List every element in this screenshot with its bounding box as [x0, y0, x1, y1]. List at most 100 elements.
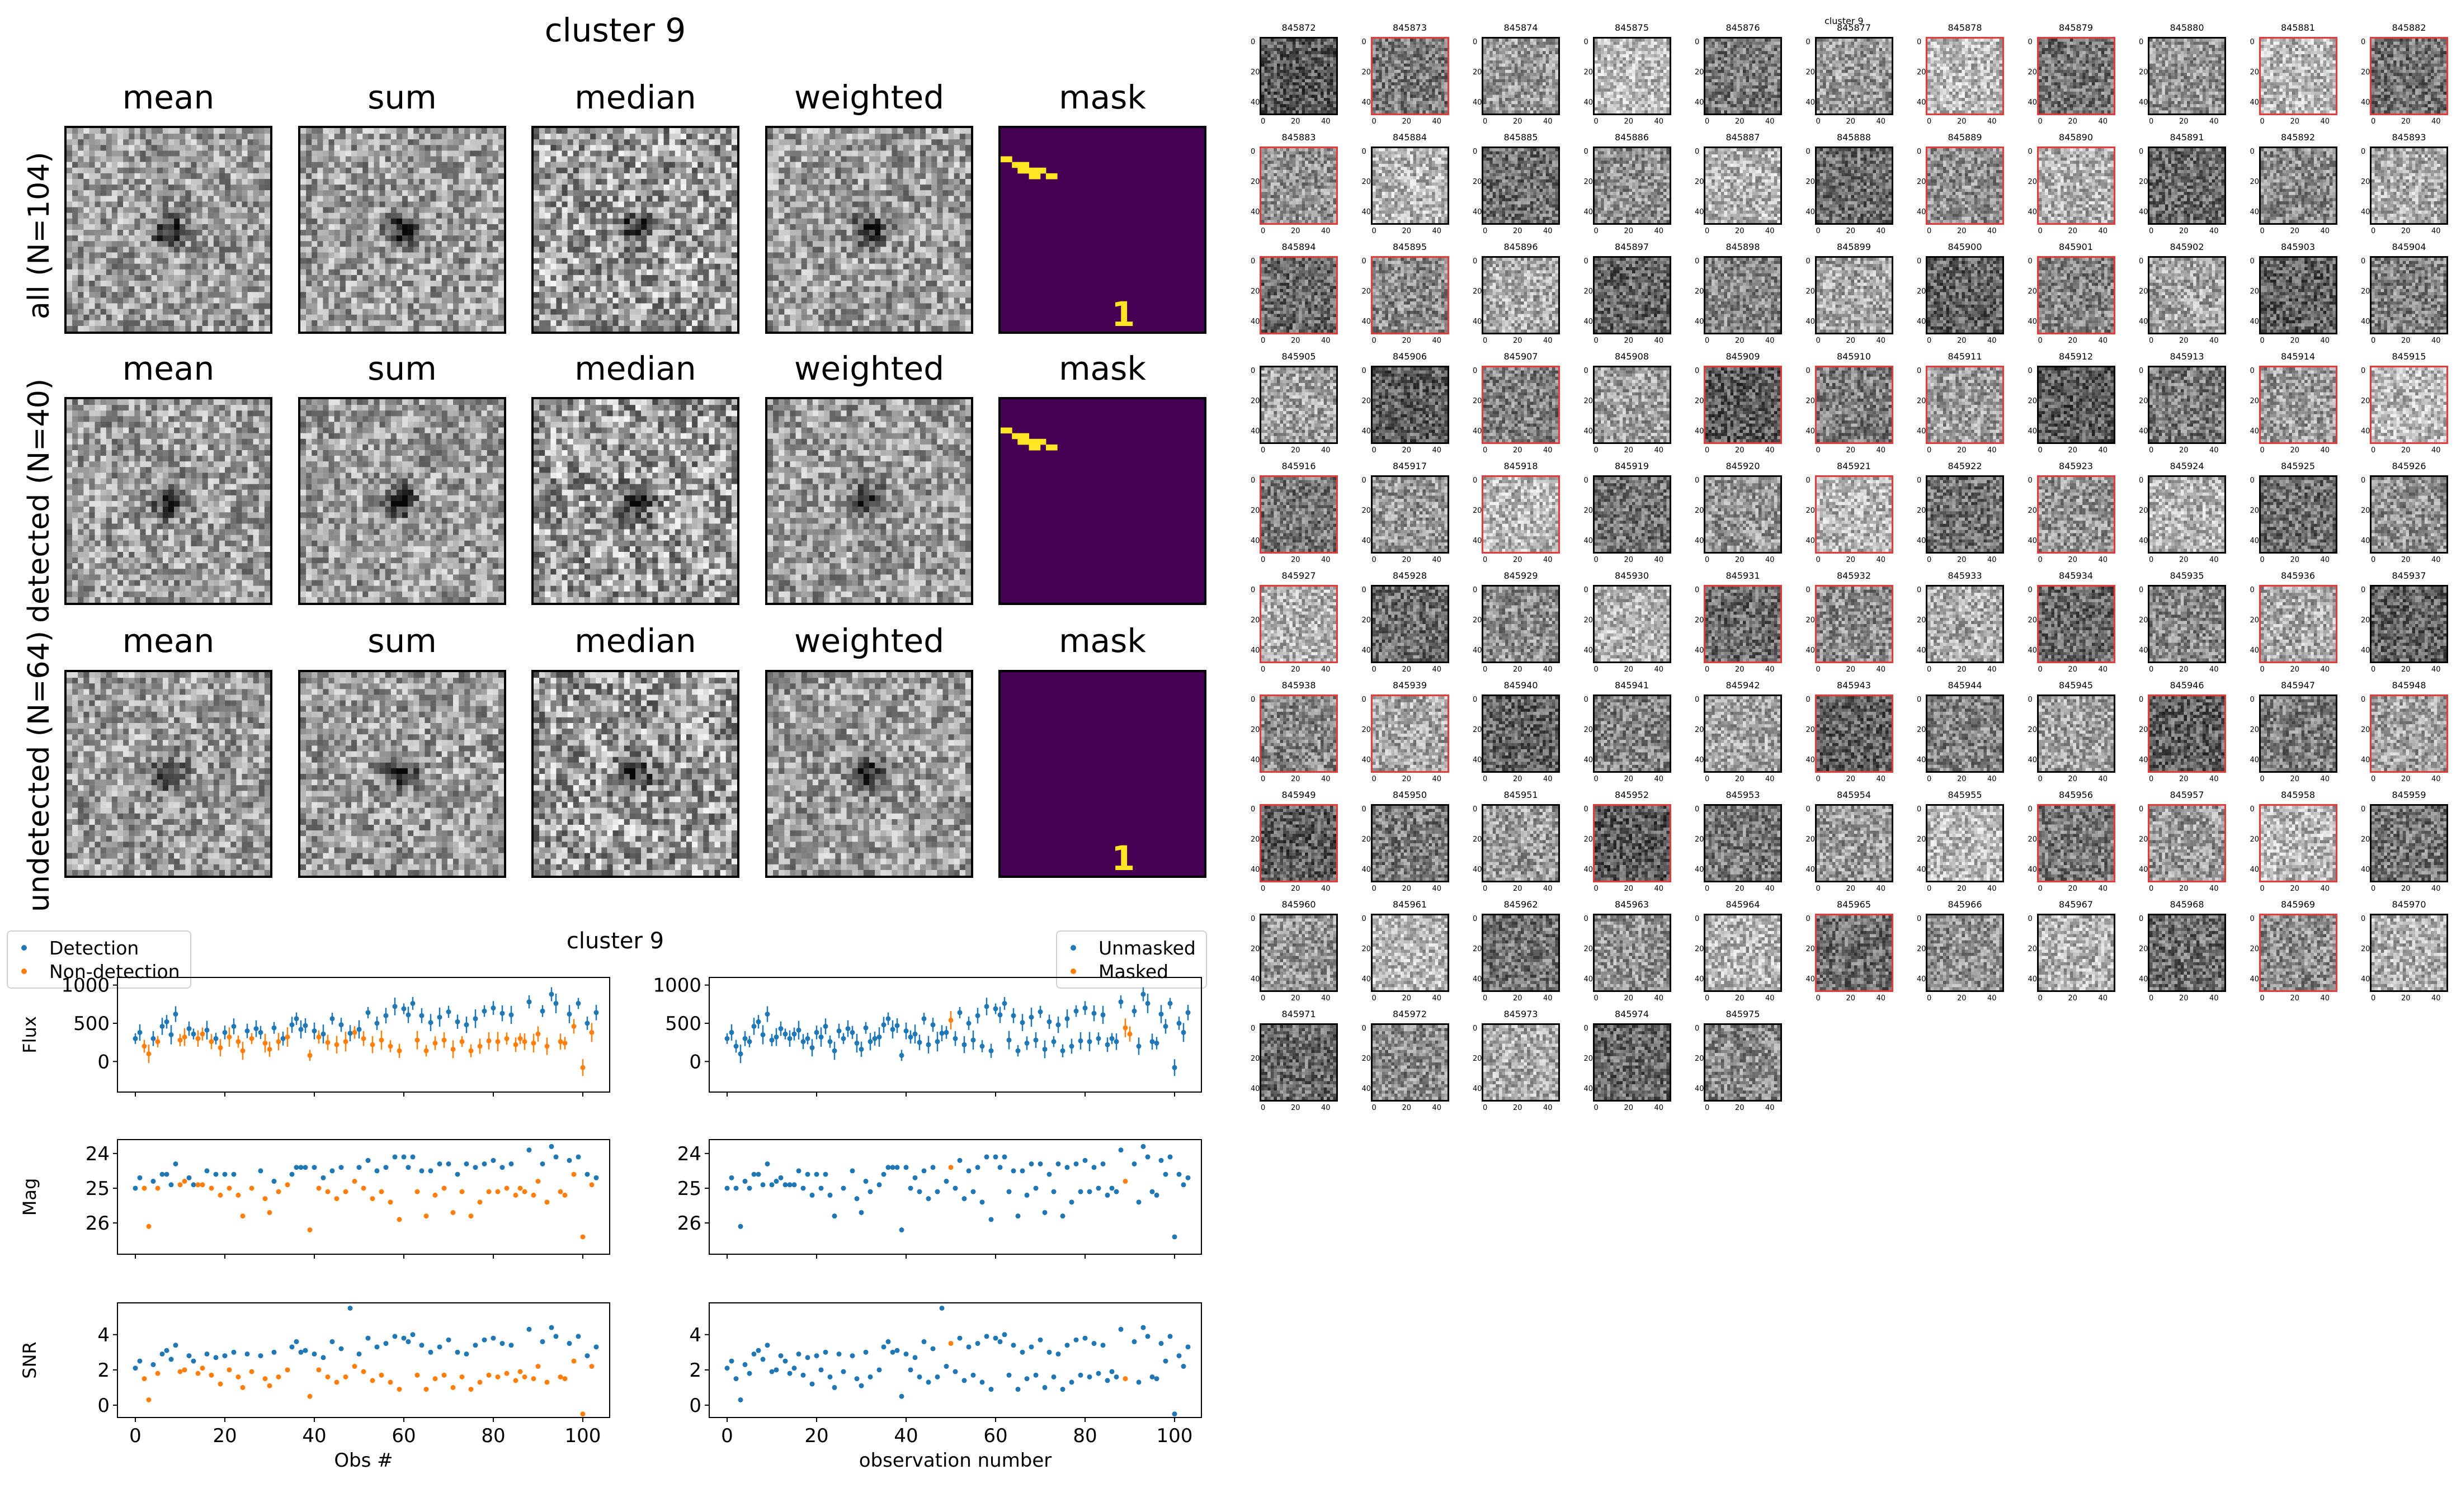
- thumbnail-y-tick: 20: [1473, 397, 1482, 405]
- thumbnail-id-label: 845944: [1926, 680, 2004, 691]
- data-point: [549, 1325, 554, 1330]
- data-point: [1087, 1189, 1092, 1194]
- thumbnail-id-label: 845932: [1815, 570, 1893, 581]
- thumbnail-x-tick: 40: [1987, 117, 1997, 126]
- thumbnail-image: [2259, 366, 2337, 444]
- data-point: [774, 1034, 779, 1040]
- data-point: [1119, 999, 1124, 1004]
- thumbnail-y-tick: 40: [1695, 1085, 1704, 1093]
- data-point: [841, 1185, 846, 1190]
- data-point: [455, 1350, 460, 1355]
- data-point: [1145, 1334, 1151, 1339]
- thumbnail-y-tick: 0: [2250, 805, 2255, 814]
- thumbnail-id-label: 845879: [2037, 22, 2115, 33]
- data-point: [877, 1034, 882, 1040]
- x-tick-label: 40: [302, 1425, 326, 1447]
- data-point: [299, 1027, 304, 1032]
- thumbnail-x-tick: 20: [1735, 556, 1745, 564]
- data-point: [326, 1374, 331, 1379]
- thumbnail-x-tick: 20: [1402, 885, 1412, 893]
- data-point: [290, 1344, 295, 1349]
- thumbnail-y-tick: 0: [2139, 586, 2143, 594]
- thumbnail-image: [2148, 37, 2226, 115]
- thumbnail-x-tick: 0: [1816, 337, 1821, 345]
- thumbnail-y-tick: 20: [2028, 616, 2038, 625]
- thumbnail-y-tick: 0: [1251, 915, 1255, 923]
- data-point: [864, 1350, 869, 1355]
- data-point: [585, 1172, 590, 1177]
- thumbnail-x-tick: 0: [2260, 117, 2265, 126]
- thumbnail-image: [1371, 37, 1449, 115]
- thumbnail-x-tick: 20: [1402, 556, 1412, 564]
- thumbnail-y-tick: 0: [2361, 586, 2365, 594]
- thumbnail-x-tick: 40: [1543, 775, 1553, 783]
- thumbnail-y-tick: 40: [2361, 208, 2370, 216]
- thumbnail-x-tick: 20: [1402, 337, 1412, 345]
- x-tick-label: 60: [392, 1425, 416, 1447]
- column-title: mean: [64, 349, 272, 388]
- thumbnail-y-tick: 20: [2250, 616, 2260, 625]
- thumbnail-x-tick: 20: [1291, 994, 1300, 1003]
- thumbnail-y-tick: 40: [1806, 208, 1816, 216]
- thumbnail-x-tick: 20: [2401, 227, 2411, 235]
- data-point: [886, 1016, 891, 1021]
- data-point: [406, 1339, 411, 1344]
- thumbnail-x-tick: 20: [1624, 665, 1634, 674]
- data-point: [958, 1336, 963, 1341]
- data-point: [962, 1196, 967, 1201]
- data-point: [357, 1352, 362, 1357]
- data-point: [522, 1189, 527, 1194]
- thumbnail-y-tick: 20: [2250, 507, 2260, 515]
- data-point: [855, 1041, 860, 1046]
- thumbnail-x-tick: 40: [1654, 446, 1664, 455]
- data-point: [917, 1374, 922, 1379]
- data-point: [384, 1341, 389, 1346]
- data-point: [814, 1172, 819, 1177]
- data-point: [433, 1041, 438, 1046]
- data-point: [187, 1175, 192, 1180]
- thumbnail-y-tick: 40: [2028, 756, 2038, 764]
- thumbnail-image: [1371, 147, 1449, 225]
- thumbnail-y-tick: 40: [1917, 866, 1926, 874]
- data-point: [850, 1353, 855, 1358]
- data-point: [393, 1004, 398, 1009]
- data-point: [366, 1158, 371, 1163]
- thumbnail-id-label: 845889: [1926, 132, 2004, 143]
- data-point: [819, 1185, 824, 1190]
- thumbnail-image: [1815, 804, 1893, 882]
- data-point: [232, 1350, 237, 1355]
- data-point: [993, 1007, 998, 1012]
- data-point: [138, 1359, 143, 1364]
- thumbnail-y-tick: 0: [1917, 367, 1921, 375]
- thumbnail-id-label: 845955: [1926, 790, 2004, 800]
- data-point: [590, 1364, 595, 1369]
- thumbnail-y-tick: 0: [1473, 1024, 1477, 1033]
- data-point: [491, 1158, 496, 1163]
- data-point: [491, 1005, 496, 1010]
- data-point: [433, 1193, 438, 1198]
- data-point: [249, 1185, 254, 1190]
- thumbnail-y-tick: 0: [2028, 586, 2033, 594]
- thumbnail-y-tick: 0: [2139, 805, 2143, 814]
- thumbnail-image: [1704, 585, 1782, 663]
- data-point: [738, 1224, 743, 1229]
- thumbnail-id-label: 845933: [1926, 570, 2004, 581]
- thumbnail-y-tick: 0: [1473, 915, 1477, 923]
- thumbnail-y-tick: 20: [1584, 726, 1593, 734]
- data-point: [545, 1199, 550, 1204]
- thumbnail-x-tick: 40: [2321, 117, 2330, 126]
- thumbnail-y-tick: 40: [1251, 975, 1260, 984]
- thumbnail-x-tick: 0: [2038, 885, 2043, 893]
- thumbnail-y-tick: 40: [1473, 756, 1482, 764]
- sum-cutout-image: [298, 126, 506, 334]
- thumbnail-y-tick: 20: [1806, 397, 1816, 405]
- data-point: [473, 1343, 478, 1348]
- data-point: [899, 1227, 904, 1232]
- thumbnail-id-label: 845917: [1371, 461, 1449, 471]
- thumbnail-id-label: 845909: [1704, 351, 1782, 362]
- thumbnail-y-tick: 20: [1362, 178, 1371, 186]
- thumbnail-x-tick: 20: [1735, 994, 1745, 1003]
- thumbnail-y-tick: 20: [1695, 507, 1704, 515]
- thumbnail-id-label: 845882: [2370, 22, 2448, 33]
- thumbnail-id-label: 845892: [2259, 132, 2337, 143]
